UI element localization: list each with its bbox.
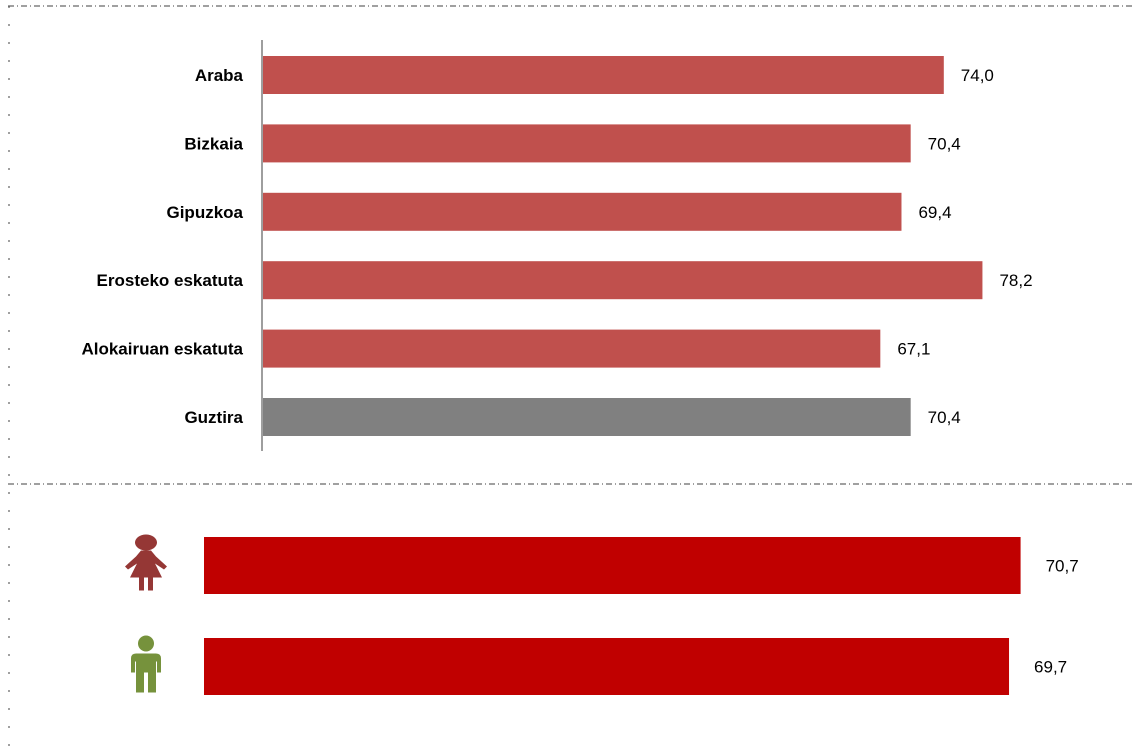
- value-label: 70,4: [928, 408, 961, 427]
- bar-2: [263, 192, 902, 231]
- bar-1: [263, 124, 911, 163]
- category-label: Alokairuan eskatuta: [81, 340, 243, 359]
- bar-4: [263, 329, 881, 368]
- bar-0: [204, 537, 1021, 594]
- man-icon: [131, 635, 161, 693]
- bar-1: [204, 638, 1010, 695]
- category-label: Bizkaia: [184, 134, 243, 153]
- category-label: Guztira: [184, 408, 243, 427]
- region-bar-chart: Araba 74,0 Bizkaia 70,4 Gipuzkoa 69,4 Erosteko…: [81, 40, 1033, 451]
- value-label: 69,4: [918, 203, 951, 222]
- category-label: Gipuzkoa: [166, 203, 243, 222]
- value-label: 70,7: [1046, 557, 1079, 576]
- bar-3: [263, 261, 983, 300]
- value-label: 78,2: [999, 271, 1032, 290]
- value-label: 70,4: [928, 134, 961, 153]
- category-label: Araba: [195, 66, 244, 85]
- value-label: 67,1: [897, 340, 930, 359]
- category-label: Erosteko eskatuta: [97, 271, 244, 290]
- value-label: 74,0: [961, 66, 994, 85]
- value-label: 69,7: [1034, 658, 1067, 677]
- bar-5: [263, 398, 911, 436]
- gender-bar-chart: 70,7 69,7: [125, 534, 1079, 695]
- woman-icon: [125, 534, 167, 591]
- bar-0: [263, 56, 944, 94]
